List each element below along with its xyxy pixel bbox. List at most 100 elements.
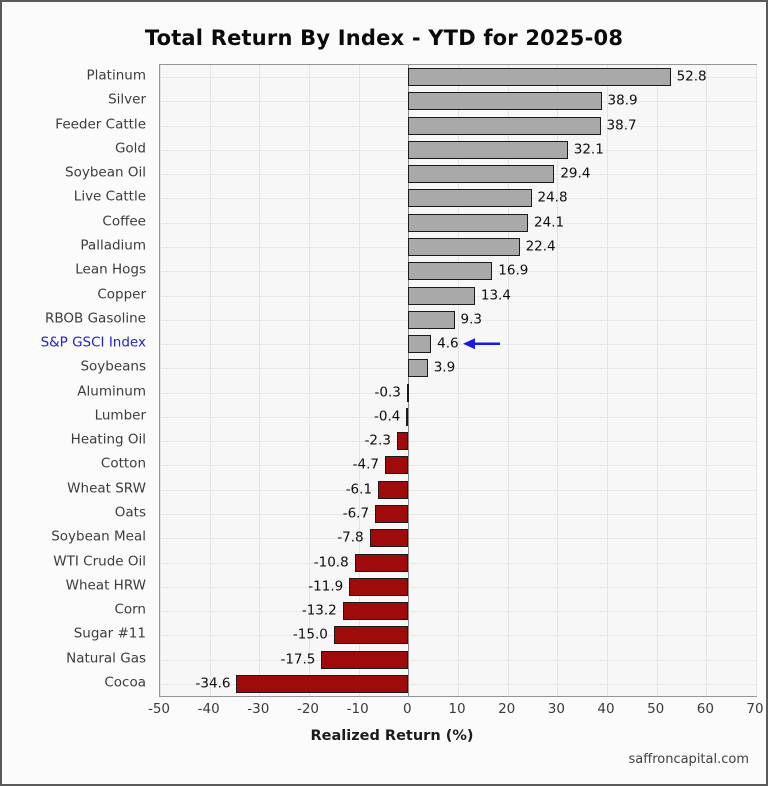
value-label: -4.7 [352,456,379,473]
x-tick-label: 40 [597,701,615,717]
value-label: 38.7 [606,116,637,133]
x-tick-label: 60 [696,701,714,717]
gridline-vertical [557,65,559,696]
chart-title: Total Return By Index - YTD for 2025-08 [144,26,624,50]
gridline-horizontal [160,368,756,370]
bar [375,504,409,523]
category-label: WTI Crude Oil [53,552,146,569]
value-label: -6.1 [345,480,373,497]
gridline-horizontal [160,465,756,467]
x-tick-label: 0 [403,701,412,717]
category-label: Soybeans [80,358,146,375]
x-tick-label: -30 [247,701,270,717]
bar [408,286,475,305]
value-label: -2.3 [364,432,391,449]
bar [408,359,428,378]
value-label: -7.8 [337,529,364,546]
value-label: -13.2 [301,602,337,619]
zero-axis-line [407,65,410,696]
gridline-horizontal [160,392,756,394]
gridline-vertical [309,65,310,696]
gridline-horizontal [160,538,756,540]
bar [333,626,409,645]
gridline-vertical [160,65,161,696]
x-tick-label: 10 [448,701,466,717]
category-label: Cocoa [104,674,146,691]
category-label: Gold [114,140,146,157]
bar [408,116,601,135]
gridline-vertical [259,65,261,696]
gridline-horizontal [160,319,756,321]
bar [408,189,532,208]
x-axis-label: Realized Return (%) [310,728,474,744]
gridline-horizontal [160,562,756,564]
category-label: Natural Gas [66,649,146,666]
value-label: -10.8 [313,553,349,570]
bar [408,335,432,354]
bar [406,383,409,402]
footer-watermark: saffroncapital.com [628,752,750,767]
bar [408,238,520,257]
gridline-vertical [507,65,509,696]
gridline-horizontal [160,659,756,661]
value-label: -0.3 [374,383,401,400]
gridline-horizontal [160,441,756,443]
x-tick-label: 20 [498,701,516,717]
value-label: -17.5 [280,650,316,667]
category-label: Soybean Oil [65,164,146,181]
x-tick-label: 50 [647,701,665,717]
category-label: Palladium [80,237,146,254]
category-label: Live Cattle [73,188,146,205]
gridline-horizontal [160,344,756,346]
category-label: Lumber [94,407,146,424]
category-label: Lean Hogs [75,261,146,278]
value-label: 29.4 [560,165,591,182]
category-label: Oats [114,504,146,521]
gridline-vertical [358,65,360,696]
value-label: -11.9 [308,578,344,595]
bar [384,456,409,475]
value-label: 9.3 [460,311,482,328]
gridline-horizontal [160,513,756,515]
bar [408,165,555,184]
category-label: Heating Oil [70,431,146,448]
bar [408,310,455,329]
bar [408,213,529,232]
bar [396,432,409,451]
category-label: Soybean Meal [51,528,146,545]
category-label: Wheat SRW [67,479,146,496]
gridline-horizontal [160,586,756,588]
value-label: 22.4 [525,238,556,255]
bar [408,140,568,159]
category-label: Copper [97,285,146,302]
value-label: -34.6 [195,675,231,692]
category-label: Silver [108,91,146,108]
x-tick-label: -10 [346,701,369,717]
value-label: 52.8 [676,68,707,85]
category-label: Cotton [100,455,146,472]
bar [406,407,409,426]
gridline-vertical [706,65,708,696]
gridline-horizontal [160,635,756,637]
x-tick-label: 30 [547,701,565,717]
category-label: S&P GSCI Index [40,334,146,351]
category-label: Coffee [102,213,146,229]
bar [321,650,409,669]
bar [349,577,409,596]
x-tick-label: -50 [147,701,171,717]
value-label: -15.0 [292,626,328,643]
gridline-vertical [656,65,658,696]
category-label: Platinum [86,67,146,84]
value-label: 32.1 [573,141,604,158]
bar [408,68,671,87]
left-arrow-icon [462,338,500,350]
plot-area: 52.8 38.9 38.7 32.1 29.4 24.8 24.1 22.4 16.9 13.4… [159,64,757,697]
category-label: RBOB Gasoline [45,310,146,327]
value-label: 24.8 [537,189,568,206]
value-label: 4.6 [437,337,500,351]
category-label: Aluminum [77,382,146,399]
category-label: Feeder Cattle [55,115,146,132]
value-label: 38.9 [607,92,638,109]
gridline-horizontal [160,611,756,613]
